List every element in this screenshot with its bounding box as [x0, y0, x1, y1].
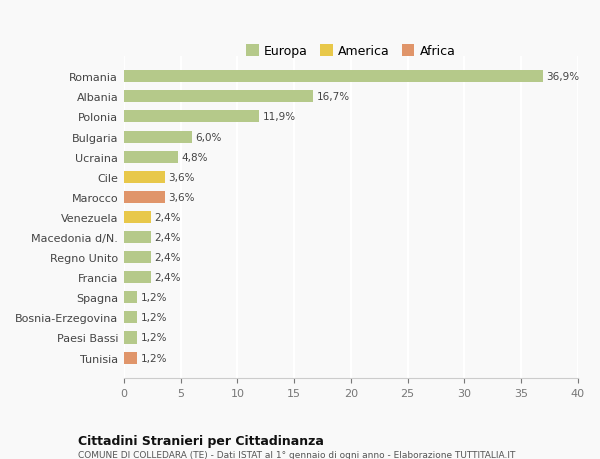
- Text: 2,4%: 2,4%: [154, 213, 181, 223]
- Text: 36,9%: 36,9%: [546, 72, 579, 82]
- Text: 11,9%: 11,9%: [262, 112, 295, 122]
- Bar: [124, 171, 164, 183]
- Bar: [124, 71, 543, 83]
- Bar: [124, 111, 259, 123]
- Text: 1,2%: 1,2%: [141, 313, 167, 323]
- Bar: [124, 131, 192, 143]
- Text: 3,6%: 3,6%: [168, 172, 194, 182]
- Text: 6,0%: 6,0%: [196, 132, 222, 142]
- Bar: [124, 252, 151, 263]
- Text: 2,4%: 2,4%: [154, 233, 181, 242]
- Text: COMUNE DI COLLEDARA (TE) - Dati ISTAT al 1° gennaio di ogni anno - Elaborazione : COMUNE DI COLLEDARA (TE) - Dati ISTAT al…: [78, 450, 515, 459]
- Bar: [124, 231, 151, 244]
- Text: 16,7%: 16,7%: [317, 92, 350, 102]
- Bar: [124, 332, 137, 344]
- Text: 1,2%: 1,2%: [141, 333, 167, 343]
- Bar: [124, 212, 151, 224]
- Bar: [124, 352, 137, 364]
- Bar: [124, 272, 151, 284]
- Text: 1,2%: 1,2%: [141, 353, 167, 363]
- Bar: [124, 91, 313, 103]
- Text: 2,4%: 2,4%: [154, 252, 181, 263]
- Text: 1,2%: 1,2%: [141, 293, 167, 302]
- Legend: Europa, America, Africa: Europa, America, Africa: [241, 40, 460, 63]
- Text: 3,6%: 3,6%: [168, 192, 194, 202]
- Bar: [124, 291, 137, 304]
- Bar: [124, 191, 164, 203]
- Bar: [124, 312, 137, 324]
- Bar: [124, 151, 178, 163]
- Text: 2,4%: 2,4%: [154, 273, 181, 283]
- Text: 4,8%: 4,8%: [182, 152, 208, 162]
- Text: Cittadini Stranieri per Cittadinanza: Cittadini Stranieri per Cittadinanza: [78, 434, 324, 447]
